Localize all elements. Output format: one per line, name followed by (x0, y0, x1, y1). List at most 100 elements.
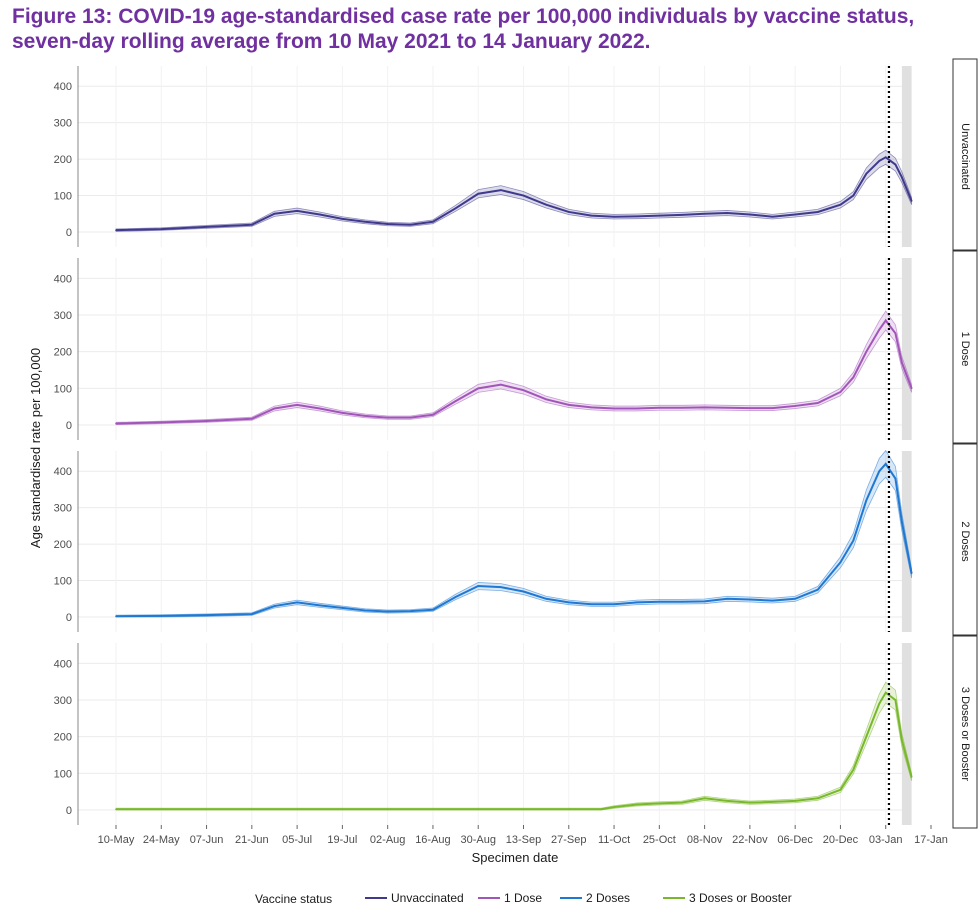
facet-strip-label: 1 Dose (959, 332, 971, 367)
data-point (318, 213, 321, 216)
data-point (771, 801, 774, 803)
data-point (749, 598, 751, 601)
data-point (251, 417, 253, 420)
data-point (318, 604, 321, 607)
y-tick-label: 300 (54, 503, 72, 515)
data-point (771, 215, 774, 218)
data-point (364, 220, 366, 223)
data-point (160, 228, 163, 230)
data-point (409, 416, 412, 419)
data-point (852, 194, 855, 197)
facet-strip (952, 58, 978, 251)
data-point (205, 226, 208, 228)
data-point (386, 223, 389, 225)
y-tick-label: 100 (54, 191, 72, 203)
data-point (794, 405, 796, 407)
data-point (115, 422, 117, 425)
x-tick-label: 02-Aug (370, 834, 405, 846)
data-point (635, 601, 638, 604)
data-point (567, 601, 570, 604)
data-point (726, 597, 729, 600)
data-point (817, 211, 819, 213)
y-axis-title: Age standardised rate per 100,000 (28, 348, 43, 548)
data-point (432, 413, 434, 416)
data-point (160, 615, 163, 617)
y-tick-label: 300 (54, 310, 72, 322)
data-point (613, 407, 615, 410)
y-tick-label: 0 (66, 805, 72, 817)
x-axis-title: Specimen date (472, 850, 559, 865)
facet-strip-label: Unvaccinated (959, 123, 971, 190)
data-point (296, 808, 298, 811)
data-point (817, 402, 819, 404)
y-tick-label: 400 (54, 81, 72, 93)
data-point (852, 768, 855, 771)
data-point (865, 499, 868, 502)
y-tick-label: 300 (54, 118, 72, 130)
facet-strip (952, 443, 978, 636)
y-tick-label: 300 (54, 695, 72, 707)
legend: Vaccine status Unvaccinated 1 Dose 2 Doses… (255, 891, 792, 906)
x-tick-label: 16-Aug (415, 834, 450, 846)
data-point (613, 806, 615, 808)
data-point (901, 521, 903, 524)
data-point (839, 203, 842, 206)
data-point (386, 610, 389, 613)
data-point (545, 203, 547, 206)
y-tick-label: 0 (66, 227, 72, 239)
data-point (590, 406, 593, 409)
x-tick-label: 11-Oct (598, 834, 630, 846)
data-point (681, 406, 683, 409)
x-tick-label: 19-Jul (327, 834, 357, 846)
data-point (703, 406, 706, 409)
x-tick-label: 22-Nov (732, 834, 768, 846)
x-tick-label: 17-Jan (914, 834, 948, 846)
data-point (901, 361, 903, 364)
data-point (681, 214, 683, 216)
data-point (296, 601, 298, 604)
data-point (567, 808, 570, 811)
data-point (884, 156, 887, 159)
x-tick-label: 20-Dec (823, 834, 859, 846)
data-point (749, 801, 751, 804)
y-tick-label: 0 (66, 420, 72, 432)
data-point (771, 599, 774, 602)
data-point (884, 691, 887, 694)
data-point (794, 800, 796, 802)
data-point (878, 160, 881, 162)
data-point (635, 803, 638, 806)
data-point (894, 477, 897, 480)
data-point (878, 470, 881, 473)
data-point (522, 389, 525, 391)
confidence-band (115, 149, 912, 232)
facet-panels: 0 100 200 300 400 Unvaccinated 0 100 200 300 400 1 … (54, 58, 978, 846)
data-point (726, 800, 729, 802)
data-point (522, 590, 525, 593)
shaded-band (901, 66, 912, 247)
data-point (894, 332, 897, 335)
facet-panel: 0 100 200 300 400 2 Doses (54, 443, 978, 636)
x-tick-label: 06-Dec (777, 834, 813, 846)
facet-strip-label: 3 Doses or Booster (959, 687, 971, 781)
data-point (341, 412, 344, 414)
data-point (865, 735, 868, 738)
x-tick-label: 24-May (143, 834, 180, 846)
data-point (901, 739, 903, 742)
data-point (817, 588, 819, 591)
data-point (878, 702, 881, 705)
data-point (477, 192, 480, 195)
data-point (567, 404, 570, 406)
data-point (500, 383, 502, 386)
facet-strip (952, 250, 978, 444)
data-point (613, 215, 615, 218)
data-point (749, 213, 751, 216)
y-tick-label: 100 (54, 383, 72, 395)
x-tick-label: 10-May (98, 834, 135, 846)
data-point (839, 789, 842, 791)
y-tick-label: 400 (54, 658, 72, 670)
data-point (726, 212, 729, 214)
data-point (613, 603, 615, 606)
y-tick-label: 100 (54, 576, 72, 588)
data-point (590, 214, 593, 217)
data-point (477, 808, 480, 811)
